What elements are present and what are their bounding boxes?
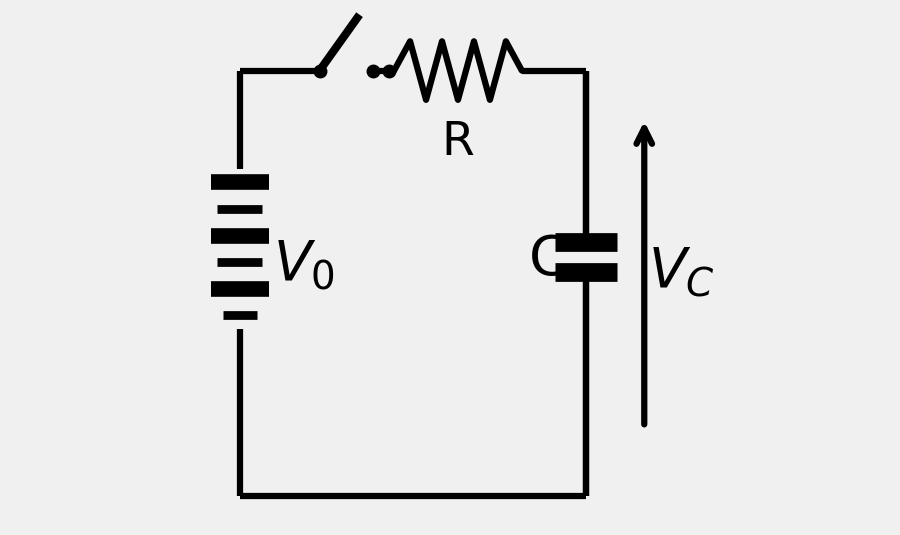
Text: $\mathit{V}_0$: $\mathit{V}_0$	[273, 238, 335, 292]
Text: R: R	[442, 120, 474, 165]
Text: C: C	[529, 233, 568, 287]
Text: $\mathit{V}_C$: $\mathit{V}_C$	[648, 246, 715, 300]
